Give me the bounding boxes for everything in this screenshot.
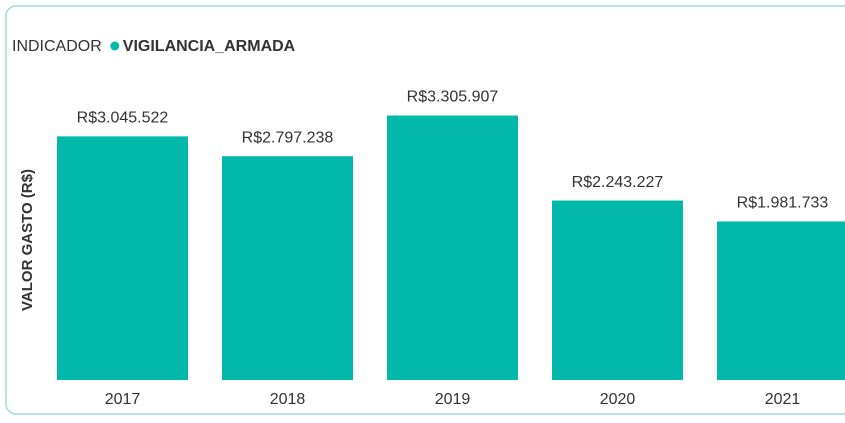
data-label: R$3.045.522: [77, 110, 169, 127]
data-label: R$2.243.227: [572, 174, 664, 191]
data-label: R$3.305.907: [407, 89, 499, 106]
x-tick-label: 2018: [270, 391, 306, 408]
legend-title: INDICADOR: [12, 38, 102, 55]
y-axis-title: VALOR GASTO (R$): [19, 169, 36, 311]
data-label: R$1.981.733: [737, 195, 829, 212]
bar: [552, 200, 683, 380]
bar: [717, 221, 845, 380]
data-label: R$2.797.238: [242, 129, 334, 146]
bar: [222, 156, 353, 380]
legend-marker: [110, 41, 120, 51]
bar: [57, 136, 188, 380]
legend-label: VIGILANCIA_ARMADA: [123, 38, 296, 55]
x-tick-label: 2019: [435, 391, 471, 408]
x-tick-label: 2021: [765, 391, 801, 408]
x-tick-label: 2020: [600, 391, 636, 408]
bar: [387, 115, 518, 381]
x-tick-label: 2017: [105, 391, 141, 408]
